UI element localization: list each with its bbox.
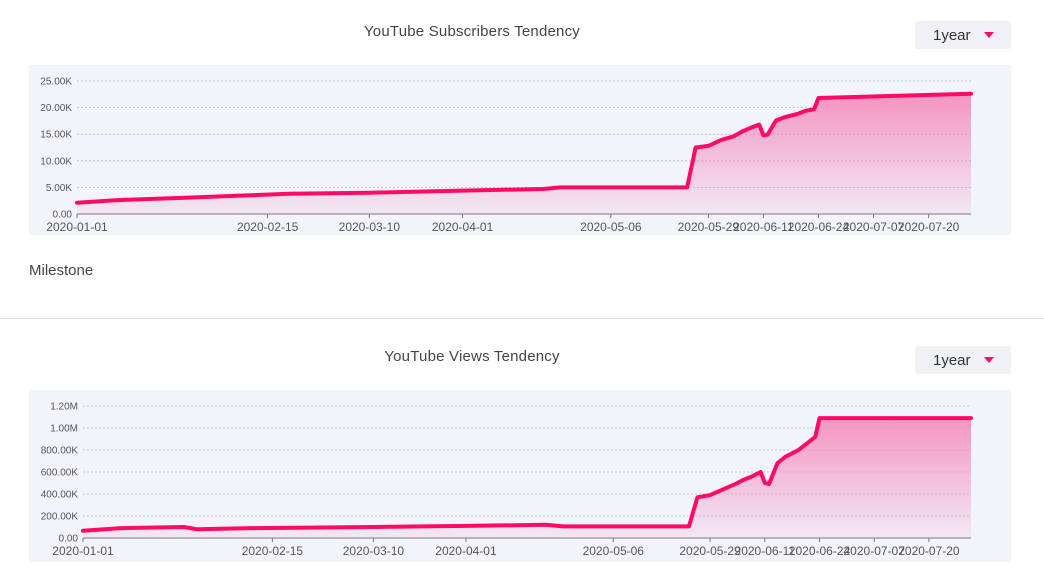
caret-down-icon bbox=[984, 32, 994, 38]
views-x-tick-label: 2020-07-20 bbox=[898, 544, 960, 558]
views-chart: 0.00 200.00K 400.00K 600.00K 800.00K 1.00M 1.2… bbox=[29, 390, 1011, 562]
views-y-tick-label: 0.00 bbox=[59, 534, 79, 545]
views-range-label: 1year bbox=[933, 352, 971, 369]
views-y-tick-label: 800.00K bbox=[41, 446, 79, 457]
views-x-tick-label: 2020-06-11 bbox=[735, 544, 796, 558]
section-divider bbox=[0, 318, 1044, 319]
views-x-tick-label: 2020-05-29 bbox=[679, 544, 741, 558]
subs-y-tick-label: 25.00K bbox=[40, 77, 72, 88]
subscribers-range-dropdown[interactable]: 1year bbox=[915, 21, 1011, 49]
subs-x-tick-label: 2020-01-01 bbox=[46, 220, 108, 234]
subs-x-tick-label: 2020-07-20 bbox=[898, 220, 960, 234]
subscribers-panel: 0.00 5.00K 10.00K 15.00K 20.00K 25.00K 2020-01… bbox=[29, 21, 1011, 279]
subs-area-fill bbox=[77, 93, 971, 214]
subs-x-tick-label: 2020-05-29 bbox=[678, 220, 740, 234]
milestone-heading: Milestone bbox=[29, 262, 94, 279]
subs-y-tick-label: 20.00K bbox=[40, 103, 72, 114]
views-y-tick-label: 200.00K bbox=[41, 512, 79, 523]
views-y-tick-label: 1.00M bbox=[50, 424, 78, 435]
views-area-fill bbox=[83, 418, 971, 538]
subs-series-line bbox=[75, 91, 973, 205]
views-x-tick-label: 2020-04-01 bbox=[435, 544, 497, 558]
views-y-tick-label: 600.00K bbox=[41, 468, 79, 479]
subs-x-tick-label: 2020-06-24 bbox=[788, 220, 850, 234]
subscribers-chart-title: YouTube Subscribers Tendency bbox=[363, 23, 581, 40]
views-y-tick-label: 400.00K bbox=[41, 490, 79, 501]
views-x-tick-label: 2020-03-10 bbox=[343, 544, 405, 558]
subs-y-tick-label: 0.00 bbox=[53, 210, 73, 221]
subs-y-tick-label: 15.00K bbox=[40, 130, 72, 141]
views-x-tick-label: 2020-05-06 bbox=[583, 544, 645, 558]
subs-x-tick-label: 2020-06-11 bbox=[733, 220, 794, 234]
subs-x-tick-label: 2020-07-07 bbox=[843, 220, 905, 234]
subs-x-tick-label: 2020-04-01 bbox=[432, 220, 494, 234]
caret-down-icon bbox=[984, 357, 994, 363]
subs-x-tick-label: 2020-02-15 bbox=[237, 220, 299, 234]
subs-y-tick-label: 10.00K bbox=[40, 156, 72, 167]
views-x-tick-label: 2020-06-24 bbox=[789, 544, 851, 558]
views-x-tick-label: 2020-01-01 bbox=[52, 544, 114, 558]
views-range-dropdown[interactable]: 1year bbox=[915, 346, 1011, 374]
views-x-tick-label: 2020-07-07 bbox=[844, 544, 906, 558]
views-x-tick-label: 2020-02-15 bbox=[242, 544, 304, 558]
views-y-tick-label: 1.20M bbox=[50, 402, 78, 413]
subs-x-tick-label: 2020-03-10 bbox=[339, 220, 401, 234]
views-chart-title: YouTube Views Tendency bbox=[384, 348, 560, 365]
subs-y-tick-label: 5.00K bbox=[46, 183, 72, 194]
subscribers-chart: 0.00 5.00K 10.00K 15.00K 20.00K 25.00K 2020-01… bbox=[29, 65, 1011, 235]
views-panel: 0.00 200.00K 400.00K 600.00K 800.00K 1.00M 1.2… bbox=[0, 320, 1044, 588]
views-series-line bbox=[81, 416, 973, 533]
subs-x-tick-label: 2020-05-06 bbox=[580, 220, 642, 234]
subscribers-range-label: 1year bbox=[933, 27, 971, 44]
